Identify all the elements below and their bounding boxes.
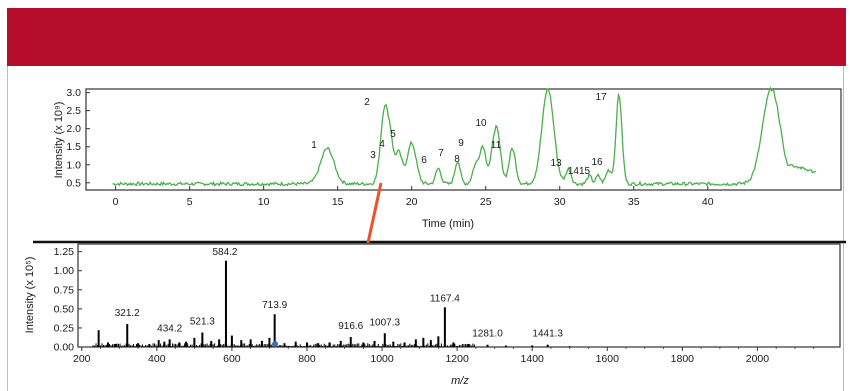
spectrum-y-tick-label: 0.00 (54, 342, 75, 354)
spectrum-peak-label: 713.9 (262, 300, 287, 311)
chromatogram-x-tick-label: 40 (702, 196, 714, 208)
spectrum-x-tick-label: 1600 (596, 353, 620, 365)
chromatogram-x-tick-label: 20 (406, 196, 418, 208)
spectrum-y-tick-label: 0.25 (54, 322, 75, 334)
spectrum-peak-label: 916.6 (338, 321, 363, 332)
chromatogram-y-axis-label: Intensity (x 10⁹) (53, 102, 65, 179)
chromatogram-plot-area (85, 88, 842, 191)
chromatogram-peak-label: 17 (595, 92, 607, 103)
chromatogram-peak-label: 7 (438, 148, 444, 159)
chromatogram-y-tick-label: 2.0 (66, 123, 81, 135)
chromatogram-peak-label: 4 (379, 139, 385, 150)
spectrum-x-axis-label: m/z (451, 375, 469, 387)
spectrum-peak-label: 434.2 (157, 323, 182, 334)
header-banner (7, 8, 846, 66)
chromatogram-y-tick-label: 1.5 (66, 141, 81, 153)
spectrum-plot-area (77, 243, 841, 348)
spectrum-bars (92, 260, 571, 347)
chromatogram-peak-label: 1415 (568, 166, 591, 177)
chromatogram-peak-label: 16 (591, 157, 603, 168)
chromatogram-peak-label: 8 (454, 154, 460, 165)
chromatogram-x-axis-label: Time (min) (422, 218, 474, 230)
chromatogram-series-line (112, 86, 816, 187)
spectrum-peak-label: 1441.3 (532, 329, 563, 340)
spectrum-peak-label: 1281.0 (472, 329, 503, 340)
chromatogram-x-tick-label: 10 (258, 196, 270, 208)
arrow-shaft (364, 182, 383, 253)
chromatogram-peak-label: 9 (458, 138, 464, 149)
chromatogram-y-tick-label: 0.5 (66, 177, 81, 189)
chromatogram-y-tick-label: 2.5 (66, 105, 81, 117)
chromatogram-peak-label: 10 (475, 118, 487, 129)
chromatogram-x-tick-label: 35 (628, 196, 640, 208)
chromatogram-peak-label: 1 (311, 140, 317, 151)
chromatogram-peak-label: 13 (550, 158, 562, 169)
spectrum-x-tick-label: 1800 (671, 353, 695, 365)
spectrum-x-tick-label: 600 (223, 353, 241, 365)
spectrum-x-tick-label: 1400 (521, 353, 545, 365)
chromatogram-peak-label: 5 (390, 129, 396, 140)
spectrum-y-tick-label: 0.75 (54, 284, 75, 296)
chromatogram-x-tick-label: 0 (113, 196, 119, 208)
spectrum-y-tick-label: 0.50 (54, 303, 75, 315)
chromatogram-y-ticks: 0.5 1.0 1.5 2.0 2.5 3.0 (66, 87, 90, 189)
chromatogram-x-tick-label: 5 (187, 196, 193, 208)
chromatogram-x-tick-label: 25 (480, 196, 492, 208)
figure-frame (7, 66, 844, 391)
spectrum-peak-label: 584.2 (212, 247, 237, 258)
spectrum-x-tick-label: 200 (73, 353, 91, 365)
spectrum-x-tick-label: 2000 (746, 353, 770, 365)
spectrum-x-tick-label: 800 (298, 353, 316, 365)
chromatogram-x-tick-label: 30 (554, 196, 566, 208)
spectrum-peak-label: 1167.4 (430, 293, 460, 304)
spectrum-peak-label: 321.2 (115, 308, 140, 319)
chromatogram-peak-label: 2 (364, 97, 370, 108)
spectrum-peak-labels: 321.2 434.2 521.3 584.2 713.9 916.6 1007.3 1167… (115, 247, 564, 340)
spectrum-x-tick-label: 400 (148, 353, 166, 365)
spectrum-x-tick-label: 1000 (370, 353, 394, 365)
spectrum-panel: 0.00 0.25 0.50 0.75 1.00 1.25 200 400 600 800 100… (24, 243, 841, 387)
spectrum-y-tick-label: 1.00 (54, 265, 75, 277)
spectrum-x-ticks: 200 400 600 800 1000 1200 1400 1600 1800 2000 (73, 347, 815, 365)
spectrum-y-tick-label: 1.25 (54, 246, 75, 258)
spectrum-x-tick-label: 1200 (445, 353, 469, 365)
chromatogram-x-tick-label: 15 (332, 196, 344, 208)
spectrum-peak-label: 1007.3 (369, 317, 400, 328)
chromatogram-peak-label: 11 (491, 140, 502, 151)
chromatogram-y-tick-label: 1.0 (66, 159, 81, 171)
spectrum-y-axis-label: Intensity (x 10⁵) (24, 257, 36, 334)
chromatogram-y-tick-label: 3.0 (66, 87, 81, 99)
spectrum-peak-label: 521.3 (190, 317, 215, 328)
spectrum-y-ticks: 0.00 0.25 0.50 0.75 1.00 1.25 (54, 246, 82, 354)
chromatogram-panel: 0.5 1.0 1.5 2.0 2.5 3.0 0 5 10 15 20 25 30 35 40 1 2 34… (53, 86, 842, 230)
chromatogram-peak-label: 6 (421, 155, 427, 166)
chromatogram-x-ticks: 0 5 10 15 20 25 30 35 40 (113, 186, 714, 208)
spectrum-marker (272, 341, 279, 347)
chromatogram-peak-label: 3 (370, 150, 376, 161)
